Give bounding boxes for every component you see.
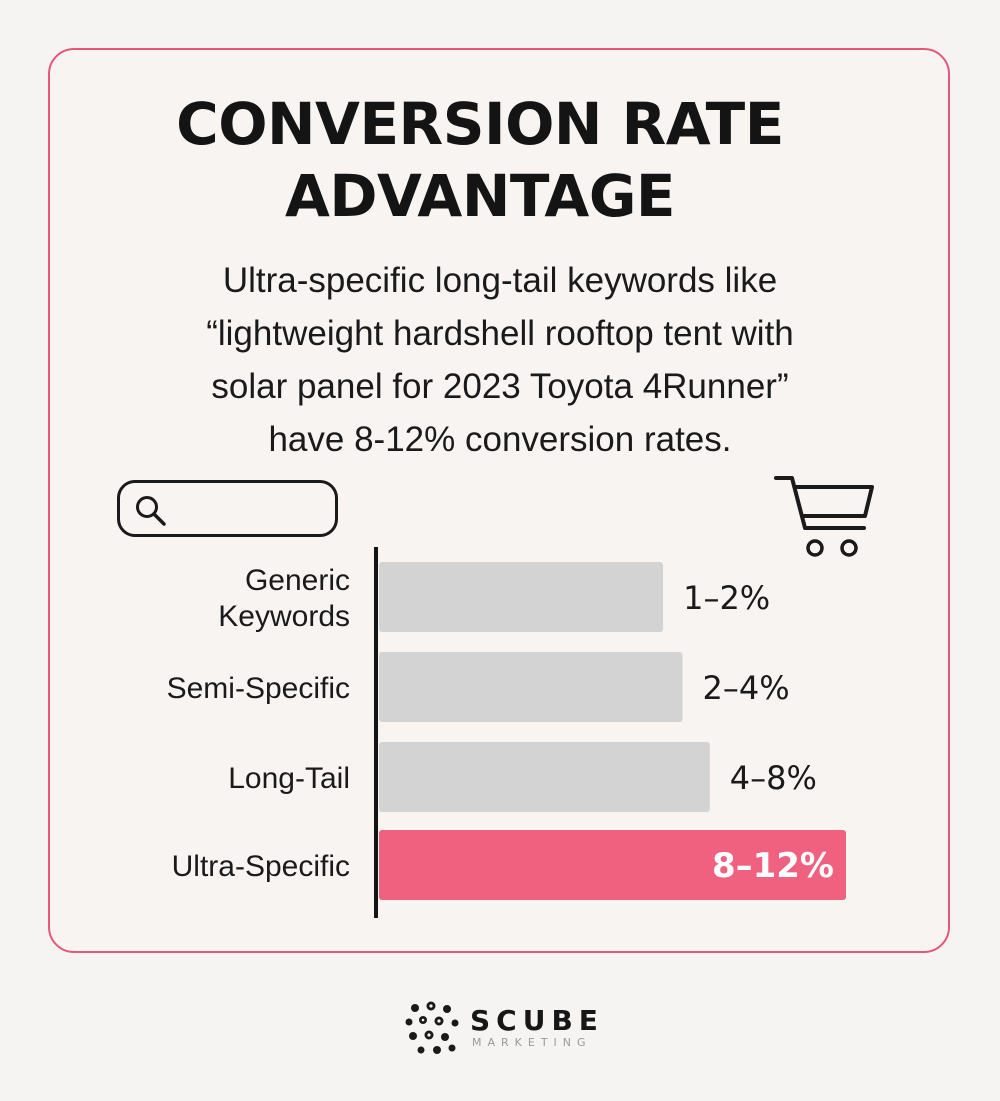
search-box bbox=[117, 480, 338, 537]
bar-3 bbox=[379, 742, 710, 812]
brand-tagline: MARKETING bbox=[472, 1036, 592, 1049]
subtitle-line-2: “lightweight hardshell rooftop tent with bbox=[206, 314, 794, 353]
category-label-4: Ultra-Specific bbox=[172, 850, 350, 883]
category-label-1-line-2: Keywords bbox=[218, 600, 350, 633]
bar-2 bbox=[379, 652, 683, 722]
search-icon bbox=[136, 496, 166, 526]
subtitle: Ultra-specific long-tail keywords like “… bbox=[95, 254, 905, 466]
value-label-1: 1–2% bbox=[683, 579, 770, 617]
value-label-2: 2–4% bbox=[703, 669, 790, 707]
title-line-2: ADVANTAGE bbox=[284, 162, 676, 230]
subtitle-line-3: solar panel for 2023 Toyota 4Runner” bbox=[211, 367, 789, 406]
brand-name: SCUBE bbox=[470, 1004, 604, 1037]
bar-4 bbox=[379, 830, 846, 900]
category-label-3: Long-Tail bbox=[228, 762, 350, 795]
subtitle-line-1: Ultra-specific long-tail keywords like bbox=[222, 261, 778, 300]
title-line-1: CONVERSION RATE bbox=[176, 90, 784, 158]
value-label-3: 4–8% bbox=[730, 759, 817, 797]
value-label-4: 8–12% bbox=[712, 846, 834, 886]
shopping-cart-icon bbox=[774, 476, 874, 557]
subtitle-line-4: have 8-12% conversion rates. bbox=[268, 420, 732, 459]
bar-1 bbox=[379, 562, 664, 632]
category-label-2: Semi-Specific bbox=[167, 672, 350, 705]
category-label-1-line-1: Generic bbox=[245, 564, 350, 597]
scube-logo-icon bbox=[405, 1001, 459, 1054]
page-title: CONVERSION RATE ADVANTAGE bbox=[0, 88, 960, 232]
